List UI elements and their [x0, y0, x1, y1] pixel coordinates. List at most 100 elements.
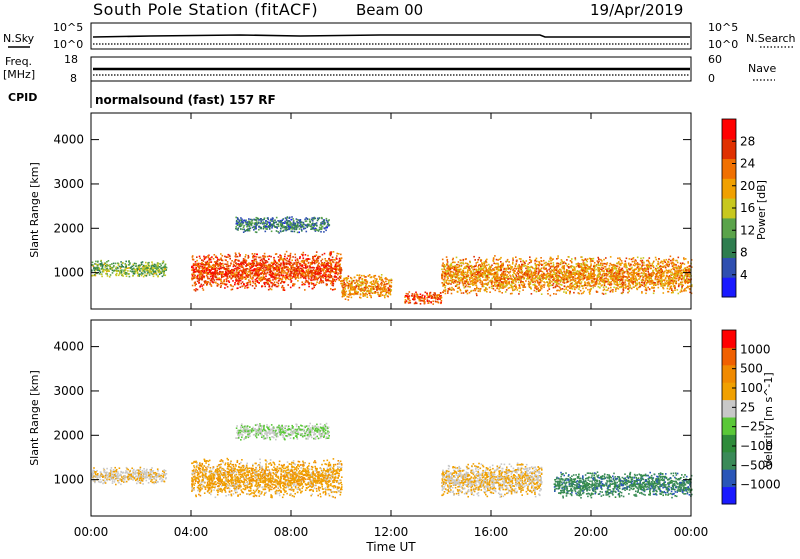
scatter-cell	[573, 266, 575, 268]
scatter-cell	[297, 221, 299, 223]
scatter-cell	[303, 271, 305, 273]
scatter-cell	[306, 270, 308, 272]
scatter-cell	[303, 228, 305, 230]
scatter-cell	[293, 270, 295, 272]
scatter-cell	[326, 264, 328, 266]
scatter-cell	[315, 229, 317, 231]
scatter-cell	[486, 265, 488, 267]
scatter-cell	[220, 285, 222, 287]
scatter-cell	[366, 281, 368, 283]
scatter-cell	[281, 281, 283, 283]
scatter-cell	[118, 264, 120, 266]
scatter-cell	[434, 292, 436, 294]
scatter-cell	[301, 229, 303, 231]
scatter-cell	[552, 258, 554, 260]
scatter-cell	[475, 269, 477, 271]
scatter-cell	[254, 268, 256, 270]
scatter-cell	[332, 259, 334, 261]
scatter-cell	[315, 260, 317, 262]
scatter-cell	[208, 255, 210, 257]
scatter-cell	[260, 273, 262, 275]
scatter-cell	[652, 265, 654, 267]
scatter-cell	[598, 283, 600, 285]
scatter-cell	[238, 253, 240, 255]
scatter-cell	[153, 271, 155, 273]
scatter-cell	[362, 295, 364, 297]
scatter-cell	[627, 292, 629, 294]
scatter-cell	[258, 229, 260, 231]
scatter-cell	[605, 293, 607, 295]
scatter-cell	[196, 263, 198, 265]
scatter-cell	[597, 257, 599, 259]
scatter-cell	[286, 273, 288, 275]
scatter-cell	[360, 297, 362, 299]
scatter-cell	[515, 284, 517, 286]
scatter-cell	[648, 272, 650, 274]
scatter-cell	[264, 260, 266, 262]
scatter-cell	[305, 272, 307, 274]
scatter-cell	[317, 258, 319, 260]
scatter-cell	[112, 272, 114, 274]
scatter-cell	[340, 277, 342, 279]
scatter-cell	[657, 261, 659, 263]
scatter-cell	[351, 278, 353, 280]
scatter-cell	[320, 281, 322, 283]
scatter-cell	[222, 283, 224, 285]
scatter-cell	[317, 218, 319, 220]
scatter-cell	[133, 273, 135, 275]
scatter-cell	[573, 292, 575, 294]
scatter-cell	[344, 284, 346, 286]
scatter-cell	[610, 291, 612, 293]
scatter-cell	[246, 278, 248, 280]
scatter-cell	[285, 275, 287, 277]
scatter-cell	[230, 284, 232, 286]
scatter-cell	[681, 288, 683, 290]
scatter-cell	[202, 264, 204, 266]
nsky-tick-low: 10^0	[53, 38, 83, 51]
scatter-cell	[382, 279, 384, 281]
scatter-cell	[248, 218, 250, 220]
scatter-cell	[308, 276, 310, 278]
scatter-cell	[332, 268, 334, 270]
scatter-cell	[252, 253, 254, 255]
scatter-cell	[208, 267, 210, 269]
scatter-cell	[320, 260, 322, 262]
scatter-cell	[250, 275, 252, 277]
scatter-cell	[209, 261, 211, 263]
scatter-cell	[300, 226, 302, 228]
scatter-cell	[564, 269, 566, 271]
scatter-cell	[680, 282, 682, 284]
scatter-cell	[207, 278, 209, 280]
scatter-cell	[213, 281, 215, 283]
scatter-cell	[246, 226, 248, 228]
scatter-cell	[582, 292, 584, 294]
scatter-cell	[267, 217, 269, 219]
scatter-cell	[202, 275, 204, 277]
scatter-cell	[204, 257, 206, 259]
scatter-cell	[425, 292, 427, 294]
scatter-cell	[272, 220, 274, 222]
scatter-cell	[540, 260, 542, 262]
scatter-cell	[334, 259, 336, 261]
scatter-cell	[305, 259, 307, 261]
scatter-cell	[306, 261, 308, 263]
scatter-cell	[141, 275, 143, 277]
scatter-cell	[252, 270, 254, 272]
scatter-cell	[162, 261, 164, 263]
scatter-cell	[113, 265, 115, 267]
scatter-cell	[674, 288, 676, 290]
scatter-cell	[366, 285, 368, 287]
scatter-cell	[340, 273, 342, 275]
scatter-cell	[255, 258, 257, 260]
scatter-cell	[333, 251, 335, 253]
scatter-cell	[302, 281, 304, 283]
scatter-cell	[348, 285, 350, 287]
scatter-cell	[144, 267, 146, 269]
scatter-cell	[509, 275, 511, 277]
scatter-cell	[192, 285, 194, 287]
scatter-cell	[269, 225, 271, 227]
scatter-cell	[495, 290, 497, 292]
scatter-cell	[594, 262, 596, 264]
scatter-cell	[304, 284, 306, 286]
scatter-cell	[227, 277, 229, 279]
